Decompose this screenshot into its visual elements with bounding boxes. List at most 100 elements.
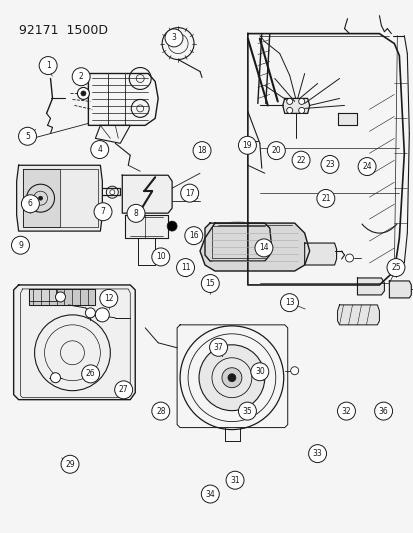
Circle shape xyxy=(386,259,404,277)
Circle shape xyxy=(225,471,243,489)
Polygon shape xyxy=(304,243,336,265)
Circle shape xyxy=(345,254,353,262)
Text: 9: 9 xyxy=(18,241,23,250)
Circle shape xyxy=(298,99,304,104)
Text: 25: 25 xyxy=(390,263,400,272)
Circle shape xyxy=(176,259,194,277)
Circle shape xyxy=(199,345,264,410)
Circle shape xyxy=(81,91,86,96)
Circle shape xyxy=(100,289,117,308)
Circle shape xyxy=(90,141,109,158)
Circle shape xyxy=(267,142,285,159)
Polygon shape xyxy=(23,169,60,227)
Circle shape xyxy=(114,381,132,399)
Text: 27: 27 xyxy=(119,385,128,394)
Text: 1: 1 xyxy=(46,61,50,70)
Circle shape xyxy=(228,374,235,382)
Circle shape xyxy=(180,184,198,202)
Circle shape xyxy=(184,227,202,245)
Circle shape xyxy=(77,87,89,100)
Polygon shape xyxy=(357,278,384,295)
Text: 35: 35 xyxy=(242,407,252,416)
Polygon shape xyxy=(14,285,135,400)
Polygon shape xyxy=(28,289,95,305)
Text: 7: 7 xyxy=(100,207,105,216)
Circle shape xyxy=(357,158,375,175)
Polygon shape xyxy=(122,175,172,213)
Circle shape xyxy=(280,294,298,312)
Text: 13: 13 xyxy=(284,298,294,307)
Text: 3: 3 xyxy=(171,34,176,43)
Text: 33: 33 xyxy=(312,449,322,458)
Circle shape xyxy=(81,365,100,383)
Text: 37: 37 xyxy=(213,343,223,352)
Circle shape xyxy=(286,108,292,114)
Text: 8: 8 xyxy=(133,209,138,218)
Circle shape xyxy=(85,308,95,318)
Circle shape xyxy=(95,308,109,322)
Circle shape xyxy=(250,363,268,381)
Circle shape xyxy=(72,68,90,86)
Polygon shape xyxy=(282,99,309,114)
Circle shape xyxy=(286,99,292,104)
Text: 20: 20 xyxy=(271,146,280,155)
Text: 5: 5 xyxy=(25,132,30,141)
Text: 12: 12 xyxy=(104,294,113,303)
Circle shape xyxy=(50,373,60,383)
Circle shape xyxy=(290,367,298,375)
Text: 18: 18 xyxy=(197,146,206,155)
Circle shape xyxy=(192,142,211,159)
Circle shape xyxy=(316,189,334,207)
Text: 24: 24 xyxy=(361,162,371,171)
Circle shape xyxy=(61,455,79,473)
Circle shape xyxy=(201,485,219,503)
Text: 92171  1500D: 92171 1500D xyxy=(19,23,107,37)
Text: 11: 11 xyxy=(180,263,190,272)
Text: 29: 29 xyxy=(65,460,75,469)
Circle shape xyxy=(152,248,169,266)
Circle shape xyxy=(94,203,112,221)
Text: 28: 28 xyxy=(156,407,165,416)
Text: 21: 21 xyxy=(320,194,330,203)
Circle shape xyxy=(201,274,219,293)
Text: 16: 16 xyxy=(188,231,198,240)
Text: 2: 2 xyxy=(78,72,83,81)
Circle shape xyxy=(238,402,256,420)
Polygon shape xyxy=(125,215,168,238)
Circle shape xyxy=(152,402,169,420)
Polygon shape xyxy=(17,165,102,231)
Polygon shape xyxy=(389,281,411,298)
Circle shape xyxy=(21,195,39,213)
Text: 31: 31 xyxy=(230,476,239,484)
Circle shape xyxy=(209,338,227,356)
Text: 32: 32 xyxy=(341,407,350,416)
Text: 14: 14 xyxy=(259,244,268,253)
Circle shape xyxy=(337,402,355,420)
Text: 22: 22 xyxy=(296,156,305,165)
Circle shape xyxy=(127,204,145,222)
Text: 36: 36 xyxy=(378,407,387,416)
Circle shape xyxy=(374,402,392,420)
Text: 17: 17 xyxy=(185,189,194,198)
Circle shape xyxy=(109,190,114,195)
Circle shape xyxy=(38,196,43,200)
Text: 26: 26 xyxy=(85,369,95,378)
Circle shape xyxy=(292,151,309,169)
Text: 4: 4 xyxy=(97,145,102,154)
Polygon shape xyxy=(204,223,271,261)
Circle shape xyxy=(12,236,29,254)
Circle shape xyxy=(320,156,338,173)
Polygon shape xyxy=(337,305,378,325)
Text: 19: 19 xyxy=(242,141,252,150)
Circle shape xyxy=(39,56,57,75)
Circle shape xyxy=(19,127,36,145)
Circle shape xyxy=(221,368,241,387)
Text: 6: 6 xyxy=(28,199,33,208)
Circle shape xyxy=(308,445,326,463)
Circle shape xyxy=(55,292,65,302)
Circle shape xyxy=(298,108,304,114)
Text: 15: 15 xyxy=(205,279,215,288)
Text: 34: 34 xyxy=(205,489,215,498)
Text: 23: 23 xyxy=(324,160,334,169)
Circle shape xyxy=(254,239,272,257)
